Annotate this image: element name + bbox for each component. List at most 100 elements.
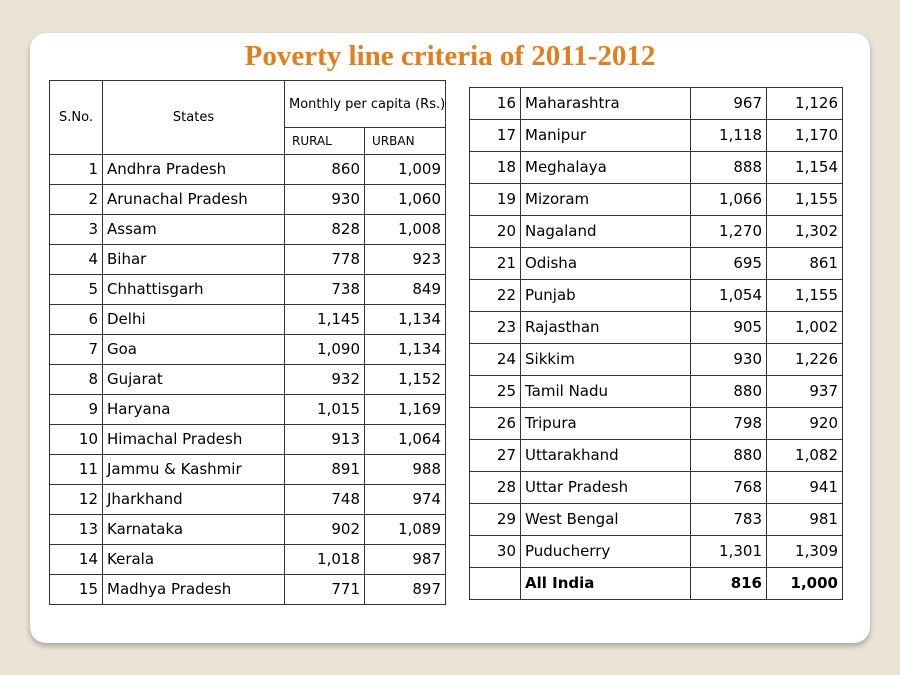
urban-cell: 920 xyxy=(766,407,843,440)
slide-title: Poverty line criteria of 2011-2012 xyxy=(244,40,656,72)
rural-cell: 967 xyxy=(690,87,767,120)
sno-cell: 7 xyxy=(49,334,103,365)
urban-cell: 1,002 xyxy=(766,311,843,344)
rural-cell: 816 xyxy=(690,567,767,600)
rural-cell: 771 xyxy=(284,574,365,605)
rural-cell: 695 xyxy=(690,247,767,280)
table-row: 18 Meghalaya 888 1,154 xyxy=(469,151,843,184)
state-cell: Andhra Pradesh xyxy=(102,154,285,185)
table-row: 1 Andhra Pradesh 860 1,009 xyxy=(49,154,447,185)
state-cell: Goa xyxy=(102,334,285,365)
state-cell: All India xyxy=(520,567,691,600)
state-cell: Assam xyxy=(102,214,285,245)
urban-cell: 1,309 xyxy=(766,535,843,568)
rural-cell: 930 xyxy=(690,343,767,376)
state-cell: Rajasthan xyxy=(520,311,691,344)
table-row: 21 Odisha 695 861 xyxy=(469,247,843,280)
urban-cell: 1,226 xyxy=(766,343,843,376)
table-row: 30 Puducherry 1,301 1,309 xyxy=(469,535,843,568)
state-cell: Kerala xyxy=(102,544,285,575)
urban-cell: 1,152 xyxy=(363,364,447,395)
table-row: 11 Jammu & Kashmir 891 988 xyxy=(49,454,447,485)
rural-cell: 1,145 xyxy=(284,304,365,335)
table-row: 20 Nagaland 1,270 1,302 xyxy=(469,215,843,248)
sno-cell: 29 xyxy=(469,503,521,536)
urban-cell: 1,082 xyxy=(766,439,843,472)
table-row: 23 Rajasthan 905 1,002 xyxy=(469,311,843,344)
state-cell: Maharashtra xyxy=(520,87,691,120)
sno-cell: 11 xyxy=(49,454,103,485)
rural-cell: 778 xyxy=(284,244,365,275)
urban-cell: 1,302 xyxy=(766,215,843,248)
urban-cell: 937 xyxy=(766,375,843,408)
sno-cell: 13 xyxy=(49,514,103,545)
table-row: 13 Karnataka 902 1,089 xyxy=(49,514,447,545)
urban-cell: 988 xyxy=(363,454,447,485)
table-row: 17 Manipur 1,118 1,170 xyxy=(469,119,843,152)
state-cell: Chhattisgarh xyxy=(102,274,285,305)
urban-cell: 849 xyxy=(363,274,447,305)
rural-cell: 1,018 xyxy=(284,544,365,575)
rural-cell: 738 xyxy=(284,274,365,305)
table-row: 19 Mizoram 1,066 1,155 xyxy=(469,183,843,216)
urban-cell: 1,170 xyxy=(766,119,843,152)
sno-cell: 14 xyxy=(49,544,103,575)
rural-cell: 930 xyxy=(284,184,365,215)
poverty-table-right: 16 Maharashtra 967 1,126 17 Manipur 1,118 1,170… xyxy=(469,87,843,600)
rural-cell: 1,118 xyxy=(690,119,767,152)
sno-cell: 5 xyxy=(49,274,103,305)
sno-cell: 1 xyxy=(49,154,103,185)
sno-cell: 25 xyxy=(469,375,521,408)
sno-cell: 18 xyxy=(469,151,521,184)
sno-cell: 17 xyxy=(469,119,521,152)
sno-cell xyxy=(469,567,521,600)
sno-cell: 9 xyxy=(49,394,103,425)
state-cell: Uttarakhand xyxy=(520,439,691,472)
sno-cell: 28 xyxy=(469,471,521,504)
state-cell: Puducherry xyxy=(520,535,691,568)
sno-cell: 24 xyxy=(469,343,521,376)
table-row: 12 Jharkhand 748 974 xyxy=(49,484,447,515)
rural-cell: 880 xyxy=(690,439,767,472)
table-row: 16 Maharashtra 967 1,126 xyxy=(469,87,843,120)
sno-cell: 26 xyxy=(469,407,521,440)
state-cell: Tamil Nadu xyxy=(520,375,691,408)
state-cell: Odisha xyxy=(520,247,691,280)
rural-cell: 768 xyxy=(690,471,767,504)
table-row: 14 Kerala 1,018 987 xyxy=(49,544,447,575)
sno-cell: 22 xyxy=(469,279,521,312)
sno-cell: 19 xyxy=(469,183,521,216)
rural-cell: 1,015 xyxy=(284,394,365,425)
state-cell: Madhya Pradesh xyxy=(102,574,285,605)
urban-cell: 1,009 xyxy=(363,154,447,185)
rural-cell: 888 xyxy=(690,151,767,184)
all-india-row: All India 816 1,000 xyxy=(469,567,843,600)
urban-cell: 1,000 xyxy=(766,567,843,600)
sno-cell: 6 xyxy=(49,304,103,335)
table-row: 8 Gujarat 932 1,152 xyxy=(49,364,447,395)
table-row: 15 Madhya Pradesh 771 897 xyxy=(49,574,447,605)
table-row: 22 Punjab 1,054 1,155 xyxy=(469,279,843,312)
rural-cell: 1,066 xyxy=(690,183,767,216)
sno-cell: 20 xyxy=(469,215,521,248)
table-row: 5 Chhattisgarh 738 849 xyxy=(49,274,447,305)
sno-cell: 4 xyxy=(49,244,103,275)
sno-cell: 30 xyxy=(469,535,521,568)
sno-cell: 16 xyxy=(469,87,521,120)
table-row: 9 Haryana 1,015 1,169 xyxy=(49,394,447,425)
rural-cell: 798 xyxy=(690,407,767,440)
sno-cell: 12 xyxy=(49,484,103,515)
urban-cell: 861 xyxy=(766,247,843,280)
table-row: 24 Sikkim 930 1,226 xyxy=(469,343,843,376)
state-cell: Gujarat xyxy=(102,364,285,395)
urban-cell: 897 xyxy=(363,574,447,605)
rural-cell: 905 xyxy=(690,311,767,344)
sno-cell: 2 xyxy=(49,184,103,215)
state-cell: Tripura xyxy=(520,407,691,440)
rural-cell: 828 xyxy=(284,214,365,245)
rural-cell: 1,054 xyxy=(690,279,767,312)
urban-cell: 1,089 xyxy=(363,514,447,545)
state-cell: Jharkhand xyxy=(102,484,285,515)
urban-cell: 1,126 xyxy=(766,87,843,120)
urban-cell: 1,064 xyxy=(363,424,447,455)
